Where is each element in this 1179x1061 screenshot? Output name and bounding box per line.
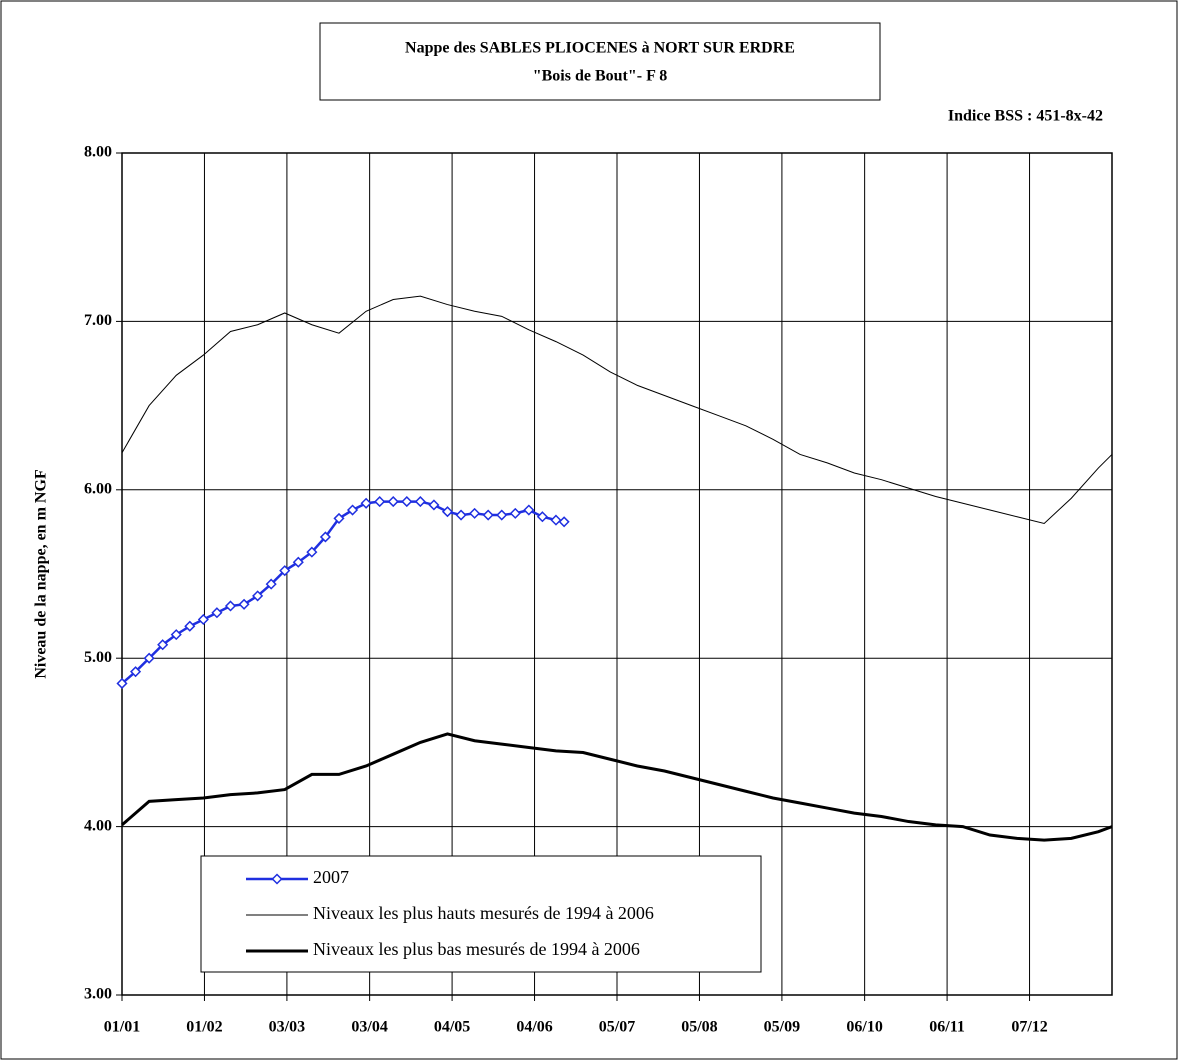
- series-line: [121, 295, 1113, 525]
- x-tick-label: 06/10: [846, 1019, 882, 1036]
- x-tick-label: 05/07: [599, 1019, 635, 1036]
- series-line: [121, 732, 1113, 842]
- legend-label: Niveaux les plus bas mesurés de 1994 à 2…: [313, 939, 640, 959]
- series-marker: [211, 607, 223, 619]
- x-tick-label: 04/05: [434, 1019, 470, 1036]
- series-marker: [496, 509, 508, 521]
- series-marker: [558, 516, 570, 528]
- series-marker: [374, 496, 386, 508]
- legend-box: [200, 855, 762, 973]
- series-marker: [536, 511, 548, 523]
- series-marker: [428, 499, 440, 511]
- x-tick-label: 05/08: [681, 1019, 717, 1036]
- series-marker: [469, 507, 481, 519]
- y-axis-label: Niveau de la nappe, en m NGF: [33, 469, 50, 679]
- y-tick-label: 3.00: [84, 986, 112, 1003]
- series-marker: [184, 620, 196, 632]
- series-marker: [550, 514, 562, 526]
- plot-area: [121, 152, 1113, 996]
- series-marker: [319, 531, 331, 543]
- series-marker: [523, 504, 535, 516]
- title-box: [319, 22, 881, 101]
- series-marker: [224, 600, 237, 612]
- series-marker: [130, 666, 142, 678]
- series-marker: [346, 504, 359, 516]
- y-tick-label: 8.00: [84, 144, 112, 161]
- x-tick-label: 07/12: [1011, 1019, 1047, 1036]
- x-tick-label: 04/06: [516, 1019, 552, 1036]
- series-marker: [455, 509, 467, 521]
- x-tick-label: 01/02: [186, 1019, 222, 1036]
- chart-subtitle: "Bois de Bout"- F 8: [533, 68, 668, 85]
- series-marker: [143, 652, 155, 664]
- series-marker: [509, 507, 521, 519]
- series-marker: [360, 497, 372, 509]
- series-marker: [333, 512, 345, 524]
- series-marker: [252, 590, 264, 602]
- series-marker: [170, 629, 182, 641]
- series-line: [121, 500, 565, 685]
- x-tick-label: 01/01: [104, 1019, 140, 1036]
- series-marker: [387, 496, 399, 508]
- series-marker: [116, 677, 128, 690]
- x-tick-label: 05/09: [764, 1019, 800, 1036]
- x-tick-label: 03/03: [269, 1019, 305, 1036]
- annotation: Indice BSS : 451-8x-42: [948, 108, 1103, 125]
- y-tick-label: 7.00: [84, 312, 112, 329]
- legend-label: 2007: [313, 867, 349, 887]
- chart-title: Nappe des SABLES PLIOCENES à NORT SUR ER…: [405, 40, 795, 57]
- series-marker: [157, 639, 169, 651]
- series-marker: [401, 496, 413, 508]
- series-marker: [414, 496, 426, 508]
- series-marker: [306, 546, 318, 558]
- series-marker: [197, 613, 209, 626]
- series-marker: [482, 509, 494, 521]
- legend-label: Niveaux les plus hauts mesurés de 1994 à…: [313, 903, 654, 923]
- series-marker: [238, 598, 250, 610]
- y-tick-label: 5.00: [84, 649, 112, 666]
- series-marker: [279, 565, 291, 577]
- legend-marker: [271, 873, 283, 885]
- y-tick-label: 4.00: [84, 817, 112, 834]
- series-marker: [441, 506, 454, 518]
- series-marker: [265, 578, 277, 590]
- x-tick-label: 06/11: [929, 1019, 965, 1036]
- series-marker: [292, 556, 304, 568]
- y-tick-label: 6.00: [84, 480, 112, 497]
- x-tick-label: 03/04: [351, 1019, 387, 1036]
